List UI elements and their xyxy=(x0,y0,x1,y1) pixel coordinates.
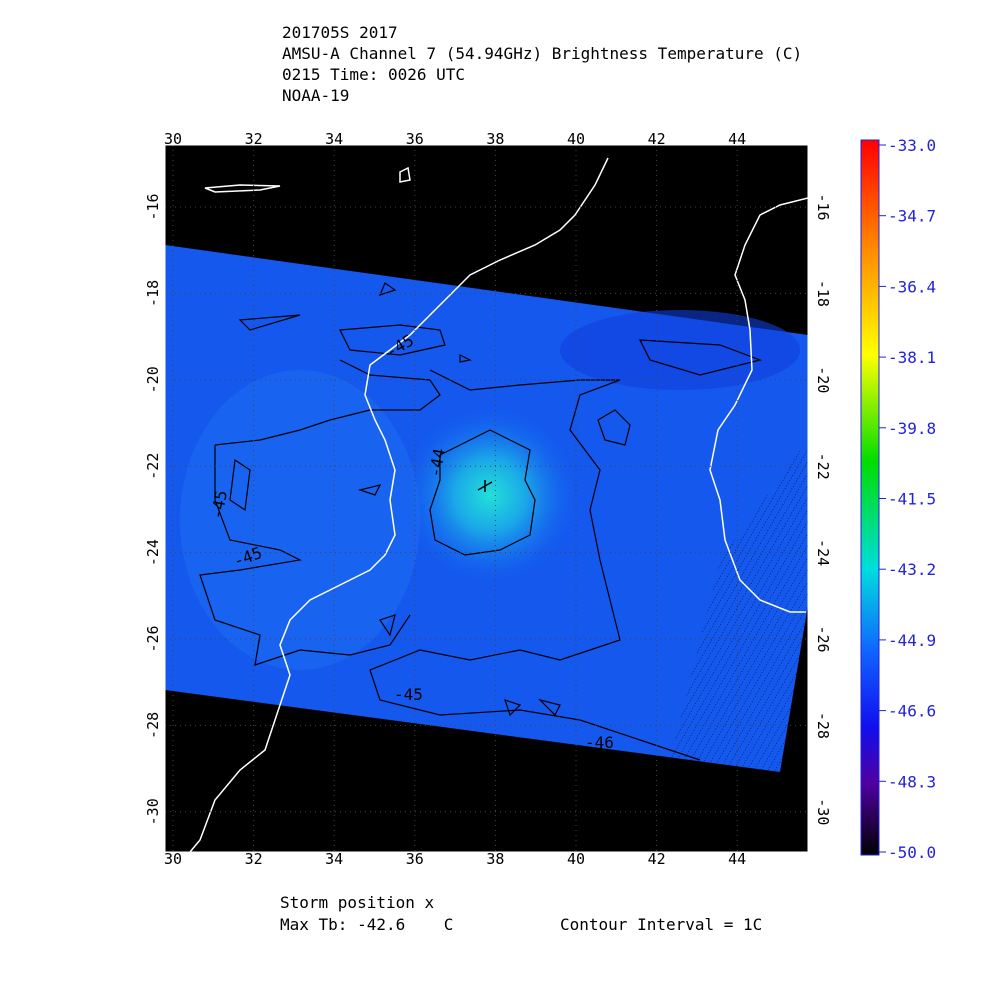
max-tb: Max Tb: -42.6 C xyxy=(280,915,453,934)
contour-label: -44 xyxy=(425,447,449,479)
lon-label: 38 xyxy=(486,130,504,148)
lat-label: -22 xyxy=(144,453,162,480)
lon-label: 34 xyxy=(325,130,343,148)
colorbar-label: -34.7 xyxy=(888,207,936,226)
lat-label: -18 xyxy=(144,280,162,307)
lat-label: -28 xyxy=(144,712,162,739)
lat-label: -30 xyxy=(814,798,832,825)
lon-label: 42 xyxy=(648,850,666,868)
lat-label: -26 xyxy=(814,625,832,652)
lon-label: 30 xyxy=(164,130,182,148)
lat-label: -26 xyxy=(144,625,162,652)
axis-ticks: 30 30 32 32 34 34 36 36 38 38 40 40 42 42 44 44 -16 -16 -1… xyxy=(144,130,832,868)
lon-label: 38 xyxy=(486,850,504,868)
storm-position: Storm position x xyxy=(280,893,434,912)
lat-label: -24 xyxy=(144,539,162,566)
lon-label: 42 xyxy=(648,130,666,148)
lon-label: 44 xyxy=(728,130,746,148)
swath-shade xyxy=(180,370,420,670)
lat-label: -18 xyxy=(814,280,832,307)
colorbar-label: -33.0 xyxy=(888,136,936,155)
header-line: AMSU-A Channel 7 (54.94GHz) Brightness T… xyxy=(282,44,802,63)
contour-label: -45 xyxy=(394,685,423,704)
colorbar-label: -43.2 xyxy=(888,560,936,579)
storm-marker xyxy=(477,480,493,492)
lon-label: 34 xyxy=(325,850,343,868)
lon-label: 32 xyxy=(245,850,263,868)
colorbar-label: -50.0 xyxy=(888,843,936,862)
grid xyxy=(165,145,808,852)
colorbar-label: -38.1 xyxy=(888,348,936,367)
lat-label: -30 xyxy=(144,798,162,825)
header: 201705S 2017 AMSU-A Channel 7 (54.94GHz) … xyxy=(282,23,802,105)
contour-label: -46 xyxy=(585,733,614,752)
contour-interval: Contour Interval = 1C xyxy=(560,915,762,934)
colorbar-label: -46.6 xyxy=(888,702,936,721)
colorbar xyxy=(860,139,880,856)
lon-label: 32 xyxy=(245,130,263,148)
colorbar-label: -44.9 xyxy=(888,631,936,650)
colorbar-label: -41.5 xyxy=(888,490,936,509)
lon-label: 36 xyxy=(406,130,424,148)
colorbar-label: -36.4 xyxy=(888,277,936,296)
coastline xyxy=(189,157,808,852)
lon-label: 40 xyxy=(567,850,585,868)
lon-label: 36 xyxy=(406,850,424,868)
colorbar-label: -39.8 xyxy=(888,419,936,438)
lat-label: -16 xyxy=(144,193,162,220)
storm-core xyxy=(400,405,580,585)
contour-label: -45 xyxy=(207,489,231,521)
header-line: 0215 Time: 0026 UTC xyxy=(282,65,465,84)
lat-label: -20 xyxy=(814,366,832,393)
lat-label: -28 xyxy=(814,712,832,739)
lat-label: -22 xyxy=(814,453,832,480)
colorbar-labels: -33.0 -34.7 -36.4 -38.1 -39.8 -41.5 -43.2 -44.9… xyxy=(879,136,936,862)
lon-label: 40 xyxy=(567,130,585,148)
map-frame xyxy=(164,144,809,853)
header-line: 201705S 2017 xyxy=(282,23,398,42)
lat-label: -24 xyxy=(814,539,832,566)
colorbar-label: -48.3 xyxy=(888,772,936,791)
hatch-area xyxy=(670,440,808,772)
map-layer: -45-44-45-45-45-46 xyxy=(165,145,808,852)
lon-label: 44 xyxy=(728,850,746,868)
swath-shade xyxy=(560,310,800,390)
lon-label: 30 xyxy=(164,850,182,868)
header-line: NOAA-19 xyxy=(282,86,349,105)
lat-label: -16 xyxy=(814,193,832,220)
contours xyxy=(199,282,763,761)
lat-label: -20 xyxy=(144,366,162,393)
